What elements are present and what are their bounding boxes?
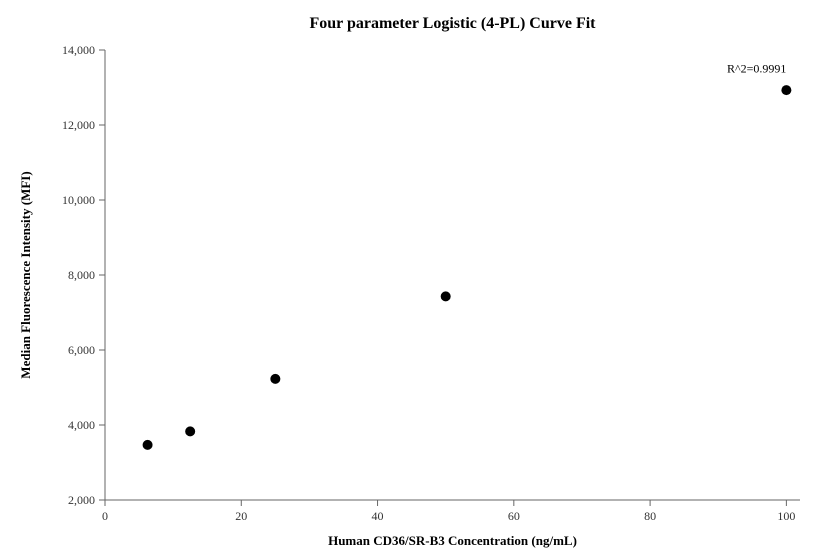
y-axis-label: Median Fluorescence Intensity (MFI)	[18, 171, 33, 378]
svg-text:2,000: 2,000	[68, 493, 95, 507]
svg-text:100: 100	[777, 509, 795, 523]
svg-text:0: 0	[102, 509, 108, 523]
svg-text:40: 40	[372, 509, 384, 523]
data-point	[441, 291, 451, 301]
r-squared-annotation: R^2=0.9991	[727, 62, 786, 76]
x-ticks: 0 20 40 60 80 100	[102, 500, 795, 523]
data-point	[143, 440, 153, 450]
data-point	[270, 374, 280, 384]
svg-text:12,000: 12,000	[62, 118, 95, 132]
svg-text:6,000: 6,000	[68, 343, 95, 357]
chart-title: Four parameter Logistic (4-PL) Curve Fit	[309, 15, 596, 32]
svg-text:10,000: 10,000	[62, 193, 95, 207]
svg-text:4,000: 4,000	[68, 418, 95, 432]
y-ticks: 2,000 4,000 6,000 8,000 10,000 12,000 14,000	[62, 43, 105, 507]
data-points	[143, 85, 792, 450]
data-point	[781, 85, 791, 95]
axes-group	[105, 50, 800, 500]
chart-container: Four parameter Logistic (4-PL) Curve Fit…	[0, 0, 832, 560]
data-point	[185, 426, 195, 436]
svg-text:60: 60	[508, 509, 520, 523]
svg-text:8,000: 8,000	[68, 268, 95, 282]
svg-text:20: 20	[235, 509, 247, 523]
svg-text:14,000: 14,000	[62, 43, 95, 57]
x-axis-label: Human CD36/SR-B3 Concentration (ng/mL)	[328, 533, 577, 548]
chart-svg: Four parameter Logistic (4-PL) Curve Fit…	[0, 0, 832, 560]
svg-text:80: 80	[644, 509, 656, 523]
